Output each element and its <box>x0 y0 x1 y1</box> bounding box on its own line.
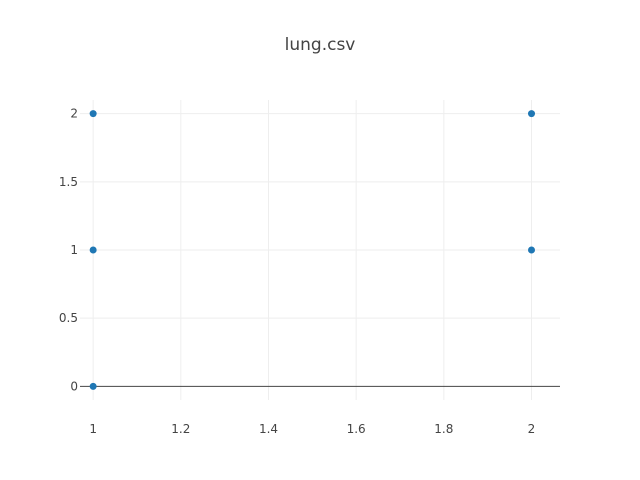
x-tick-label: 1 <box>89 422 97 436</box>
y-tick-label: 0.5 <box>59 311 78 325</box>
data-point[interactable] <box>89 382 97 390</box>
data-point[interactable] <box>89 110 97 118</box>
data-point[interactable] <box>528 110 536 118</box>
chart-title: lung.csv <box>285 35 356 55</box>
data-point[interactable] <box>528 246 536 254</box>
x-tick-label: 1.6 <box>347 422 366 436</box>
y-tick-label: 0 <box>70 379 78 393</box>
y-tick-label: 2 <box>70 107 78 121</box>
data-points <box>89 110 536 390</box>
x-tick-label: 1.4 <box>259 422 278 436</box>
x-tick-label: 1.8 <box>434 422 453 436</box>
y-tick-label: 1.5 <box>59 175 78 189</box>
x-tick-label: 2 <box>528 422 536 436</box>
axes: 1 1.2 1.4 1.6 1.8 2 0 0.5 1 1.5 2 <box>59 107 560 436</box>
data-point[interactable] <box>89 246 97 254</box>
y-tick-label: 1 <box>70 243 78 257</box>
x-tick-label: 1.2 <box>171 422 190 436</box>
grid-lines <box>80 100 560 400</box>
